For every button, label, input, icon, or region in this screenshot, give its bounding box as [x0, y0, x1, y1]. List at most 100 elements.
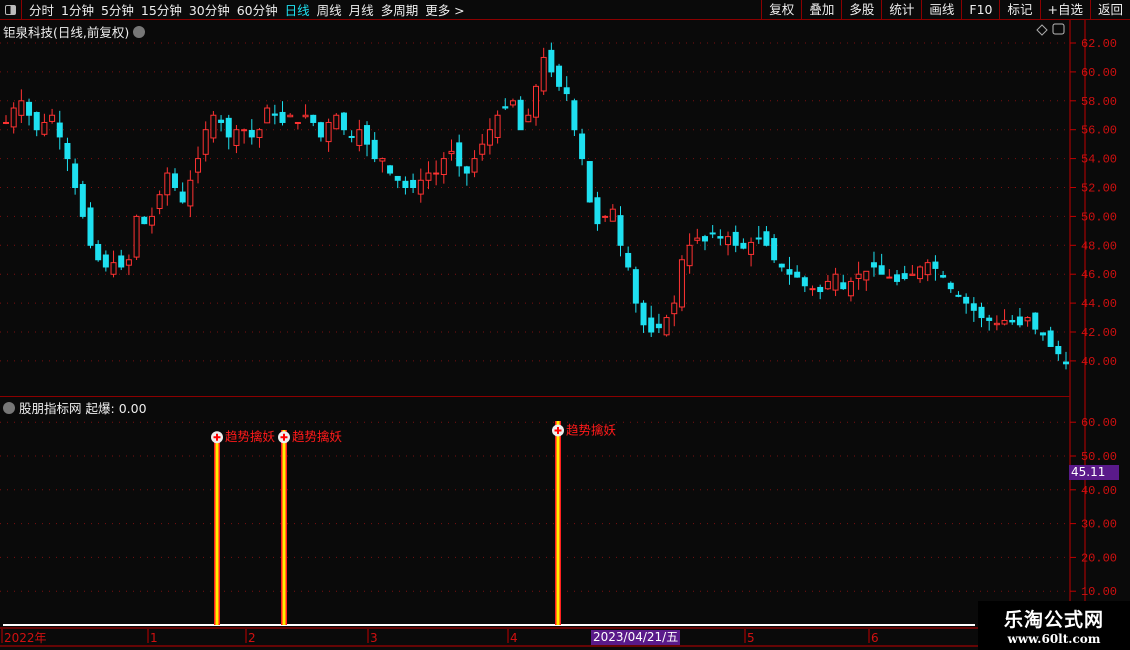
indicator-title: 股朋指标网 起爆: 0.00 — [3, 398, 147, 417]
candle-body — [479, 143, 486, 155]
candle-body — [248, 129, 255, 138]
price-tick-label: 54.00 — [1081, 153, 1117, 167]
candle-body — [233, 129, 240, 146]
candle-body — [794, 271, 801, 278]
candle-body — [525, 114, 532, 123]
plus-icon — [554, 426, 562, 434]
candle-body — [970, 303, 977, 311]
price-tick-label: 44.00 — [1081, 297, 1117, 311]
signal-bar-core — [282, 430, 286, 625]
candle-body — [786, 269, 793, 275]
candle-body — [95, 243, 102, 261]
toolbar-button-1[interactable]: 叠加 — [801, 0, 841, 20]
price-tick-label: 62.00 — [1081, 37, 1117, 51]
period-1[interactable]: 1分钟 — [61, 3, 94, 18]
candle-body — [778, 263, 785, 268]
candle-body — [878, 265, 885, 275]
toolbar-button-7[interactable]: +自选 — [1039, 0, 1090, 20]
candle-body — [955, 294, 962, 297]
candle-body — [1024, 317, 1031, 322]
period-4[interactable]: 30分钟 — [188, 3, 230, 18]
candle-body — [49, 114, 56, 122]
toolbar-button-0[interactable]: 复权 — [761, 0, 801, 20]
indicator-tick-label: 20.00 — [1081, 551, 1117, 565]
panel-icon — [5, 4, 16, 15]
plus-icon — [213, 433, 221, 441]
period-0[interactable]: 分时 — [29, 3, 55, 18]
chevron-down-icon[interactable] — [3, 401, 15, 414]
period-3[interactable]: 15分钟 — [140, 3, 182, 18]
candle-body — [832, 273, 839, 291]
candle-body — [540, 56, 547, 92]
layout-toggle-button[interactable] — [0, 0, 22, 20]
toolbar-button-2[interactable]: 多股 — [841, 0, 881, 20]
candle-body — [10, 107, 17, 128]
panel-divider — [0, 396, 1070, 397]
candle-body — [517, 99, 524, 131]
period-10[interactable]: 更多 > — [425, 3, 465, 18]
date-label: 1 — [150, 631, 158, 645]
candle-body — [986, 317, 993, 321]
candle-body — [110, 262, 117, 275]
candle-body — [686, 244, 693, 267]
toolbar-button-4[interactable]: 画线 — [921, 0, 961, 20]
plus-icon — [280, 433, 288, 441]
candle-body — [348, 135, 355, 138]
candle-body — [863, 270, 870, 281]
period-5[interactable]: 60分钟 — [236, 3, 278, 18]
period-2[interactable]: 5分钟 — [100, 3, 134, 18]
date-label: 3 — [370, 631, 378, 645]
indicator-tick-label: 30.00 — [1081, 518, 1117, 532]
candle-body — [187, 179, 194, 207]
price-tick-label: 42.00 — [1081, 326, 1117, 340]
candle-body — [817, 286, 824, 293]
candle-body — [218, 119, 225, 123]
candle-body — [763, 231, 770, 246]
signal-bar-core — [556, 421, 560, 625]
candle-body — [901, 273, 908, 280]
date-label: 5 — [747, 631, 755, 645]
price-tick-label: 60.00 — [1081, 66, 1117, 80]
candle-body — [909, 273, 916, 276]
candle-body — [1032, 312, 1039, 330]
toolbar-button-5[interactable]: F10 — [961, 0, 999, 20]
candle-body — [894, 274, 901, 282]
candle-body — [717, 236, 724, 239]
candle-body — [855, 273, 862, 279]
indicator-tick-label: 50.00 — [1081, 450, 1117, 464]
price-tick-label: 56.00 — [1081, 124, 1117, 138]
toolbar-button-8[interactable]: 返回 — [1089, 0, 1130, 20]
diamond-icon — [1036, 24, 1048, 36]
price-tick-label: 58.00 — [1081, 95, 1117, 109]
candle-body — [486, 129, 493, 146]
candle-body — [3, 121, 9, 124]
candle-body — [625, 252, 632, 268]
candle-body — [225, 117, 232, 138]
date-label: 4 — [510, 631, 518, 645]
watermark-name: 乐淘公式网 — [1003, 609, 1104, 631]
toolbar-button-3[interactable]: 统计 — [881, 0, 921, 20]
candle-body — [602, 215, 609, 218]
candle-body — [809, 288, 816, 291]
candle-body — [287, 114, 294, 118]
candle-body — [241, 129, 248, 132]
candle-body — [1016, 316, 1023, 326]
period-7[interactable]: 周线 — [316, 3, 342, 18]
candle-body — [509, 100, 516, 106]
candle-body — [41, 121, 48, 135]
toolbar-button-6[interactable]: 标记 — [999, 0, 1039, 20]
period-8[interactable]: 月线 — [348, 3, 374, 18]
candle-body — [1009, 320, 1016, 323]
candle-body — [340, 112, 347, 131]
panel-icon — [1052, 23, 1065, 35]
candle-body — [425, 172, 432, 181]
chevron-down-icon[interactable] — [133, 25, 146, 38]
right-toolbar: 复权 叠加 多股 统计 画线 F10 标记 +自选 返回 — [761, 0, 1130, 20]
candle-body — [732, 231, 739, 246]
candle-body — [179, 191, 186, 203]
period-6[interactable]: 日线 — [284, 3, 310, 18]
period-9[interactable]: 多周期 — [380, 3, 419, 18]
indicator-name: 股朋指标网 — [19, 401, 82, 416]
price-tick-label: 52.00 — [1081, 182, 1117, 196]
